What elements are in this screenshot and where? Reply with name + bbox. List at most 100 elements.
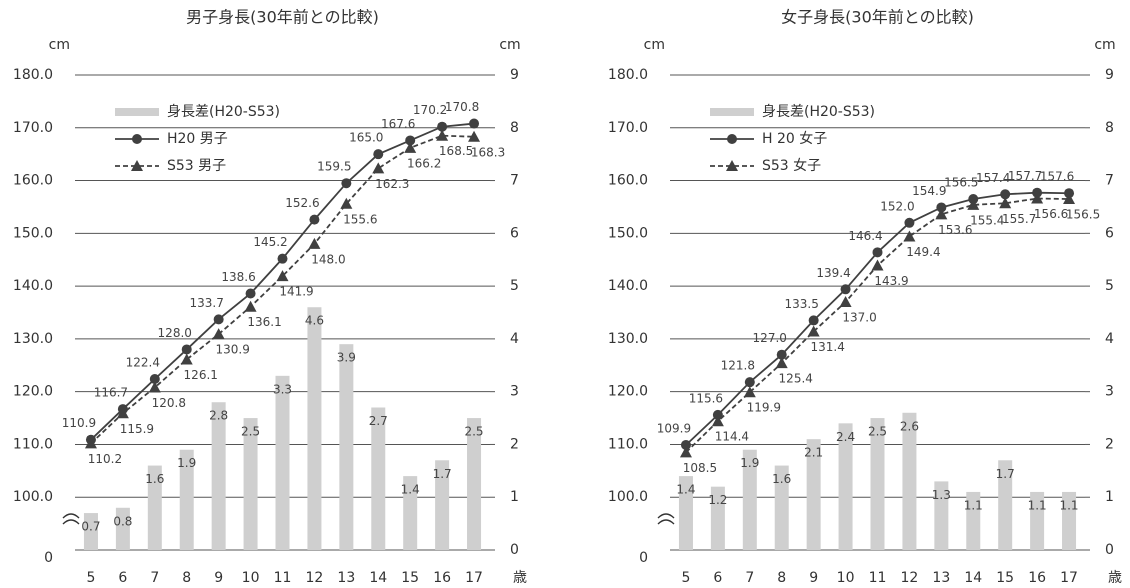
bar [870,418,885,550]
marker [1063,193,1076,205]
x-tick-label: 11 [274,570,292,586]
data-label: 156.5 [1066,208,1100,222]
data-label: 128.0 [158,326,192,340]
marker [967,198,980,210]
marker [405,135,416,146]
data-label: 167.6 [381,117,415,131]
data-label: 131.4 [810,340,844,354]
data-label: 121.8 [721,359,755,373]
x-tick-label: 8 [777,570,786,586]
marker [244,300,257,312]
marker [904,217,915,228]
legend-label: H20 男子 [167,131,228,147]
data-label: 1.2 [708,493,727,507]
marker [132,134,142,144]
bar [998,460,1013,550]
x-tick-label: 13 [337,570,355,586]
data-label: 157.4 [976,171,1010,185]
data-label: 148.0 [311,252,345,266]
y2-tick-label: 9 [1105,67,1114,83]
x-axis-label: 歳 [513,570,527,586]
y-tick-label: 120.0 [13,384,53,400]
x-tick-label: 12 [306,570,324,586]
y2-tick-label: 5 [510,278,519,294]
data-label: 4.6 [305,314,324,328]
data-label: 139.4 [816,266,850,280]
bar [243,418,258,550]
marker [775,357,788,369]
y-tick-label: 180.0 [13,67,53,83]
marker [341,178,352,189]
data-label: 1.1 [1028,498,1047,512]
y2-tick-label: 1 [510,489,519,505]
y2-tick-label: 1 [1105,489,1114,505]
marker [727,134,737,144]
marker [999,197,1012,209]
bar [1030,491,1045,550]
data-label: 119.9 [747,401,781,415]
y-tick-label: 170.0 [608,120,648,136]
data-label: 152.6 [285,196,319,210]
data-label: 0.7 [81,520,100,534]
data-label: 115.9 [120,422,154,436]
y2-tick-label: 3 [1105,384,1114,400]
data-label: 130.9 [215,343,249,357]
data-label: 146.4 [848,229,882,243]
x-tick-label: 16 [1028,570,1046,586]
y-tick-label: 100.0 [13,489,53,505]
bar [806,439,821,550]
data-label: 110.2 [88,452,122,466]
bar [275,375,290,550]
marker [903,230,916,242]
data-label: 1.6 [772,472,791,486]
data-label: 157.6 [1040,170,1074,184]
data-label: 133.5 [784,297,818,311]
marker [680,439,691,450]
bar [435,460,450,550]
bar [710,486,725,550]
legend-label: S53 女子 [762,157,821,174]
y2-tick-label: 3 [510,384,519,400]
marker [149,374,160,384]
data-label: 153.6 [938,223,972,237]
marker [340,197,353,209]
marker [437,121,448,132]
data-label: 168.5 [439,144,473,158]
data-label: 126.1 [184,368,218,382]
y-tick-label: 120.0 [608,384,648,400]
x-tick-label: 14 [369,570,387,586]
marker [1031,192,1044,204]
data-label: 141.9 [279,285,313,299]
data-label: 152.0 [880,199,914,213]
data-label: 159.5 [317,160,351,174]
marker [181,344,192,355]
marker [277,253,288,264]
x-tick-label: 9 [214,570,223,586]
y2-tick-label: 9 [510,67,519,83]
marker [309,214,320,225]
y-tick-label: 130.0 [608,331,648,347]
axis-break [62,513,80,525]
data-label: 1.7 [996,467,1015,481]
marker [808,315,819,326]
marker [131,160,143,171]
marker [245,288,256,299]
data-label: 166.2 [407,156,441,170]
data-label: 1.1 [964,498,983,512]
bar [467,418,482,550]
data-label: 2.5 [464,425,483,439]
data-label: 170.8 [445,100,479,114]
data-label: 162.3 [375,177,409,191]
marker [776,349,787,360]
marker [726,160,738,171]
x-tick-label: 8 [182,570,191,586]
marker [436,129,449,141]
y2-tick-label: 8 [1105,120,1114,136]
marker [871,259,884,271]
marker [180,353,193,365]
bar [371,407,386,550]
data-label: 108.5 [683,461,717,475]
marker [1000,189,1011,200]
marker [372,162,385,174]
marker [839,295,852,307]
